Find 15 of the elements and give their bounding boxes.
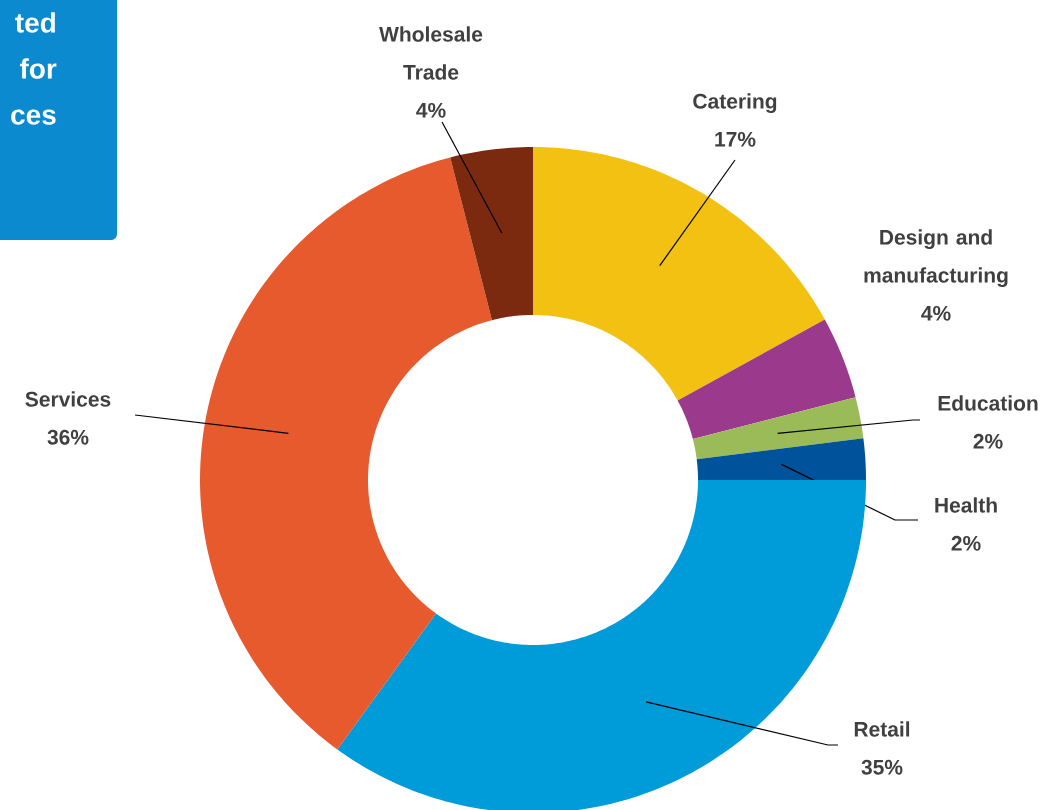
- slice-label: Services: [25, 391, 111, 407]
- slice-label: Retail: [854, 721, 910, 737]
- slice-label: Health: [935, 497, 997, 513]
- slice-label: Design and manufacturing: [864, 229, 1008, 287]
- data-label: 2%: [973, 433, 1003, 449]
- slice-label: Education: [938, 395, 1038, 411]
- slice-label: Wholesale Trade: [379, 26, 483, 80]
- data-label: 35%: [861, 759, 903, 775]
- text: ted for ces: [11, 12, 57, 125]
- data-label: 17%: [715, 131, 756, 147]
- data-label: 36%: [47, 429, 89, 445]
- data-label: 4%: [416, 102, 446, 118]
- data-label: 2%: [951, 535, 981, 551]
- slice-label: Catering: [693, 93, 777, 113]
- data-label: 4%: [921, 305, 951, 321]
